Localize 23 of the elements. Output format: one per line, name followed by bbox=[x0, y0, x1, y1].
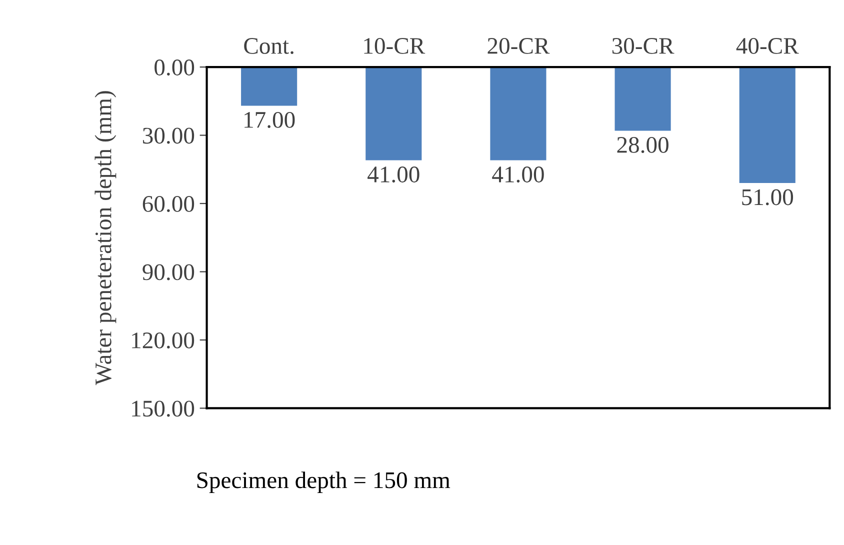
y-tick-label: 120.00 bbox=[132, 332, 194, 348]
y-axis-title: Water peneteration depth (mm) bbox=[94, 91, 116, 386]
y-tick-label: 60.00 bbox=[142, 196, 194, 212]
data-label: 41.00 bbox=[492, 166, 544, 183]
bar bbox=[241, 67, 298, 106]
x-tick-label: 30-CR bbox=[612, 38, 674, 54]
data-label: 17.00 bbox=[244, 112, 295, 128]
bar bbox=[739, 67, 796, 184]
data-label: 28.00 bbox=[617, 136, 668, 153]
bar bbox=[490, 67, 546, 160]
y-tick-label: 90.00 bbox=[142, 264, 194, 280]
data-label: 41.00 bbox=[368, 166, 420, 183]
bar bbox=[614, 67, 671, 131]
x-tick-label: 20-CR bbox=[488, 38, 550, 54]
data-label: 51.00 bbox=[742, 189, 794, 206]
text: Specimen depth = 150 mm bbox=[197, 472, 450, 494]
x-tick-label: 40-CR bbox=[736, 38, 799, 54]
x-tick-label: 10-CR bbox=[364, 38, 426, 54]
y-tick-label: 0.00 bbox=[154, 60, 194, 76]
y-tick-label: 150.00 bbox=[132, 400, 194, 417]
x-tick-label: Cont. bbox=[244, 38, 294, 54]
y-tick-label: 30.00 bbox=[142, 128, 194, 144]
bar bbox=[366, 67, 422, 160]
